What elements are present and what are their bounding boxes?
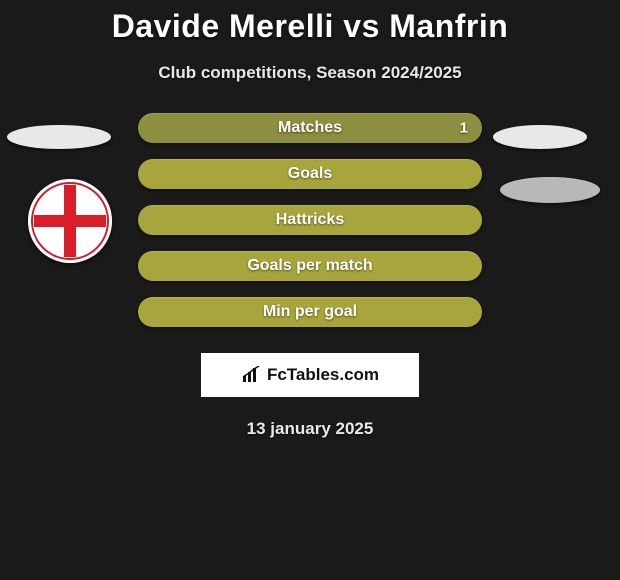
snapshot-date: 13 january 2025 xyxy=(0,419,620,439)
page-title: Davide Merelli vs Manfrin xyxy=(0,8,620,45)
stat-label: Min per goal xyxy=(263,303,357,321)
page-subtitle: Club competitions, Season 2024/2025 xyxy=(0,63,620,83)
stat-label: Goals xyxy=(288,165,332,183)
stat-value-right: 1 xyxy=(460,120,468,137)
stat-bar: Goals xyxy=(138,159,482,189)
stat-row: Matches 1 xyxy=(0,113,620,159)
stat-bars: Matches 1 Goals Hattricks Goals per match Min… xyxy=(0,113,620,343)
stat-row: Goals xyxy=(0,159,620,205)
stat-label: Hattricks xyxy=(276,211,344,229)
stat-bar: Matches 1 xyxy=(138,113,482,143)
stat-bar: Goals per match xyxy=(138,251,482,281)
stat-row: Goals per match xyxy=(0,251,620,297)
stat-row: Hattricks xyxy=(0,205,620,251)
brand-text: FcTables.com xyxy=(267,365,379,385)
stat-row: Min per goal xyxy=(0,297,620,343)
bar-chart-icon xyxy=(241,366,263,384)
stat-label: Matches xyxy=(278,119,342,137)
comparison-card: Davide Merelli vs Manfrin Club competiti… xyxy=(0,0,620,439)
brand-box: FcTables.com xyxy=(201,353,419,397)
stat-label: Goals per match xyxy=(247,257,372,275)
stat-bar: Hattricks xyxy=(138,205,482,235)
stat-bar: Min per goal xyxy=(138,297,482,327)
